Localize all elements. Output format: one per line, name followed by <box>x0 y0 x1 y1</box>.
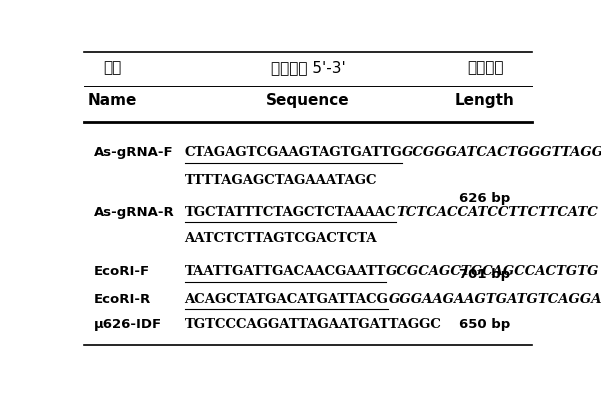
Text: EcoRI-F: EcoRI-F <box>94 265 150 278</box>
Text: AATCTCTTAGTCGACTCTA: AATCTCTTAGTCGACTCTA <box>185 232 377 245</box>
Text: 650 bp: 650 bp <box>459 318 511 331</box>
Text: Length: Length <box>455 93 515 109</box>
Text: 701 bp: 701 bp <box>459 268 511 281</box>
Text: EcoRI-R: EcoRI-R <box>94 293 151 306</box>
Text: 引物序列 5'-3': 引物序列 5'-3' <box>270 60 346 75</box>
Text: Name: Name <box>88 93 137 109</box>
Text: TCTCACCATCCTTCTTCATC: TCTCACCATCCTTCTTCATC <box>396 206 598 219</box>
Text: Sequence: Sequence <box>266 93 350 109</box>
Text: TGTCCCAGGATTAGAATGATTAGGC: TGTCCCAGGATTAGAATGATTAGGC <box>185 318 442 331</box>
Text: As-gRNA-F: As-gRNA-F <box>94 146 173 159</box>
Text: 名称: 名称 <box>103 60 121 75</box>
Text: 扩增长度: 扩增长度 <box>467 60 503 75</box>
Text: CTAGAGTCGAAGTAGTGATTG: CTAGAGTCGAAGTAGTGATTG <box>185 146 402 159</box>
Text: TGCTATTTCTAGCTCTAAAAC: TGCTATTTCTAGCTCTAAAAC <box>185 206 396 219</box>
Text: GCGGGATCACTGGGTTAGGG: GCGGGATCACTGGGTTAGGG <box>402 146 601 159</box>
Text: As-gRNA-R: As-gRNA-R <box>94 206 174 219</box>
Text: 626 bp: 626 bp <box>459 192 511 205</box>
Text: TAATTGATTGACAACGAATT: TAATTGATTGACAACGAATT <box>185 265 386 278</box>
Text: ACAGCTATGACATGATTACG: ACAGCTATGACATGATTACG <box>185 293 388 306</box>
Text: μ626-IDF: μ626-IDF <box>94 318 162 331</box>
Text: GGGAAGAAGTGATGTCAGGA: GGGAAGAAGTGATGTCAGGA <box>388 293 601 306</box>
Text: GCGCAGCTGCAGCCACTGTG: GCGCAGCTGCAGCCACTGTG <box>386 265 599 278</box>
Text: TTTTAGAGCTAGAAATAGC: TTTTAGAGCTAGAAATAGC <box>185 174 377 187</box>
